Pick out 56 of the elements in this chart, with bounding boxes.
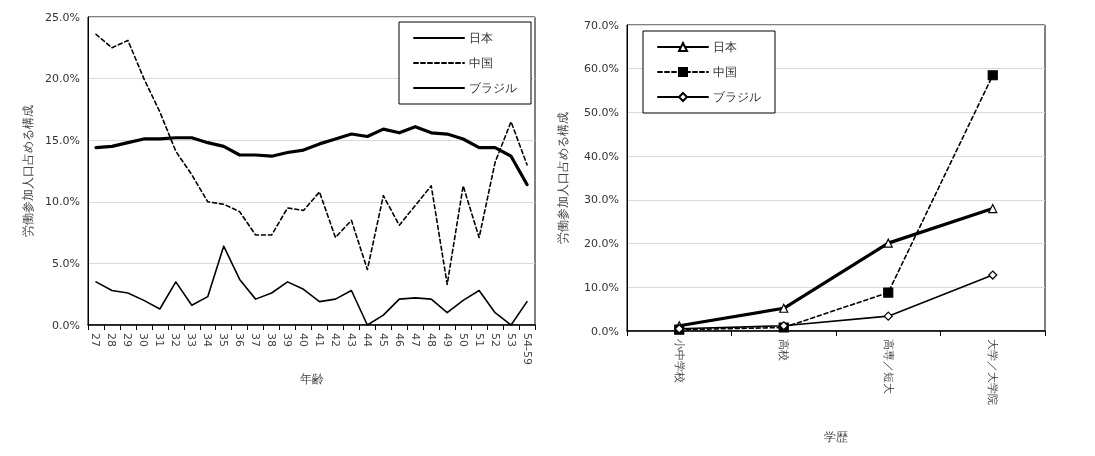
x-tick-label: 29 — [121, 333, 135, 347]
x-tick-label: 54-59 — [520, 333, 534, 365]
x-tick-label: 42 — [328, 333, 342, 347]
y-tick-label: 70.0% — [584, 18, 619, 32]
x-tick-label: 46 — [392, 333, 406, 347]
legend-label: ブラジル — [713, 90, 761, 104]
x-tick-label: 39 — [281, 333, 295, 347]
x-tick-label: 30 — [137, 333, 151, 347]
x-tick-label: 43 — [344, 333, 358, 347]
y-axis-title: 労働参加人口占める構成 — [21, 105, 36, 237]
y-tick-label: 15.0% — [45, 133, 80, 147]
x-tick-label: 高専／短大 — [881, 339, 895, 394]
y-tick-label: 0.0% — [591, 324, 619, 338]
x-tick-label: 50 — [456, 333, 470, 347]
legend-label: 日本 — [713, 40, 737, 54]
x-tick-label: 35 — [217, 333, 231, 347]
x-axis-title: 学歴 — [824, 430, 848, 444]
x-tick-label: 36 — [233, 333, 247, 347]
y-tick-label: 25.0% — [45, 10, 80, 24]
x-tick-label: 高校 — [777, 339, 791, 361]
x-tick-label: 27 — [89, 333, 103, 347]
y-tick-label: 60.0% — [584, 62, 619, 76]
y-tick-label: 0.0% — [52, 318, 80, 332]
y-tick-label: 30.0% — [584, 193, 619, 207]
y-tick-label: 20.0% — [584, 237, 619, 251]
x-tick-label: 51 — [472, 333, 486, 347]
y-tick-label: 10.0% — [584, 280, 619, 294]
x-tick-label: 小中学校 — [672, 339, 686, 383]
x-tick-label: 47 — [408, 333, 422, 347]
x-tick-label: 32 — [169, 333, 183, 347]
y-tick-label: 40.0% — [584, 149, 619, 163]
y-tick-label: 20.0% — [45, 72, 80, 86]
x-tick-label: 45 — [376, 333, 390, 347]
legend-label: 中国 — [713, 65, 737, 79]
x-tick-label: 28 — [105, 333, 119, 347]
x-tick-label: 31 — [153, 333, 167, 347]
legend-label: 日本 — [469, 31, 493, 45]
x-tick-label: 大学／大学院 — [986, 339, 1000, 405]
x-tick-label: 34 — [201, 333, 215, 347]
x-tick-label: 40 — [297, 333, 311, 347]
y-tick-label: 5.0% — [52, 256, 80, 270]
x-tick-label: 52 — [488, 333, 502, 347]
x-tick-label: 33 — [185, 333, 199, 347]
y-tick-label: 10.0% — [45, 195, 80, 209]
x-tick-label: 41 — [312, 333, 326, 347]
legend-label: ブラジル — [469, 81, 517, 95]
x-tick-label: 49 — [440, 333, 454, 347]
x-tick-label: 48 — [424, 333, 438, 347]
x-tick-label: 44 — [360, 333, 374, 347]
x-tick-label: 37 — [249, 333, 263, 347]
y-axis-title: 労働参加人口占める構成 — [556, 112, 570, 244]
x-axis-title: 年齢 — [299, 371, 324, 386]
x-tick-label: 53 — [504, 333, 518, 347]
legend-label: 中国 — [469, 56, 493, 70]
x-tick-label: 38 — [265, 333, 279, 347]
y-tick-label: 50.0% — [584, 105, 619, 119]
